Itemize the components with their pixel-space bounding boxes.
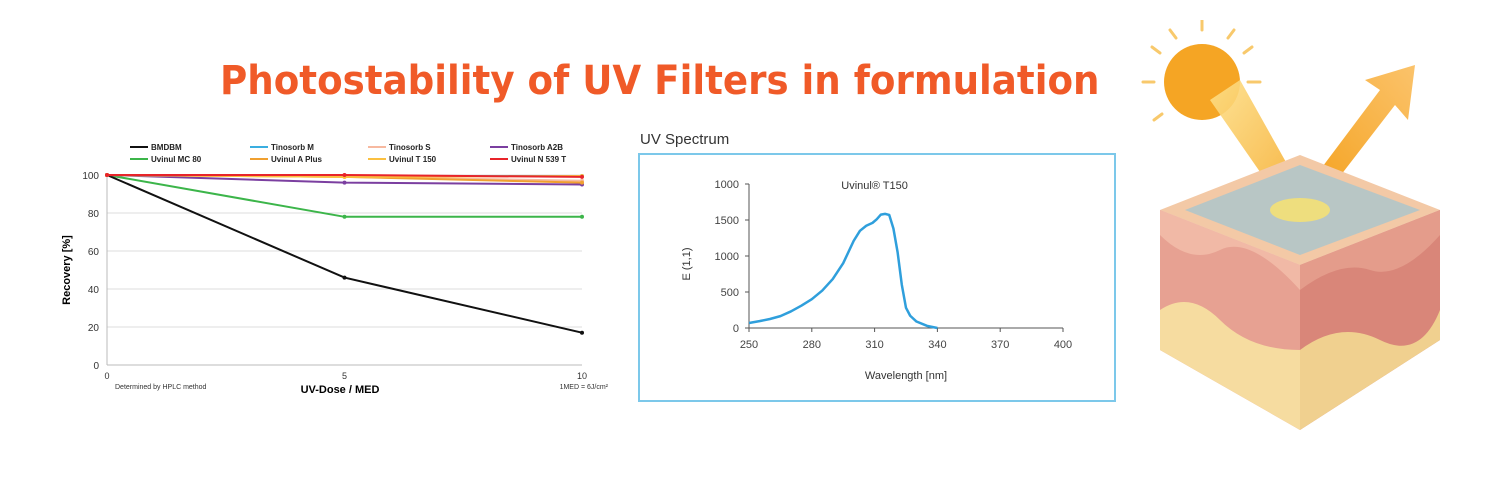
x-tick-label: 5	[342, 371, 347, 381]
data-point	[342, 275, 347, 280]
y-tick-label: 60	[88, 247, 100, 258]
data-point	[580, 180, 584, 185]
legend-label: BMDBM	[151, 143, 182, 152]
data-point	[105, 173, 109, 177]
data-point	[580, 214, 584, 219]
data-point	[342, 173, 347, 177]
y-tick-label: 0	[733, 323, 739, 335]
page-title: Photostability of UV Filters in formulat…	[220, 58, 1100, 104]
data-point	[580, 330, 584, 335]
skin-uv-illustration	[1141, 20, 1440, 430]
x-tick-label: 10	[577, 371, 587, 381]
chart-title: Uvinul® T150	[841, 180, 908, 192]
x-axis-label: Wavelength [nm]	[865, 370, 947, 382]
method-note: Determined by HPLC method	[115, 384, 207, 391]
y-tick-label: 100	[82, 171, 99, 182]
y-tick-label: 80	[88, 209, 100, 220]
med-note: 1MED = 6J/cm²	[560, 384, 609, 391]
y-axis-label: Recovery [%]	[61, 235, 73, 305]
y-tick-label: 0	[93, 361, 99, 372]
x-tick-label: 0	[104, 371, 109, 381]
y-tick-label: 500	[721, 287, 739, 299]
legend-label: Uvinul N 539 T	[511, 155, 566, 164]
legend-label: Tinosorb S	[389, 143, 431, 152]
x-tick-label: 370	[991, 339, 1009, 351]
spectrum-panel-title: UV Spectrum	[640, 131, 730, 148]
y-tick-label: 40	[88, 285, 100, 296]
data-point	[342, 180, 347, 185]
legend-label: Uvinul T 150	[389, 155, 437, 164]
x-tick-label: 310	[865, 339, 883, 351]
y-tick-label: 1500	[715, 215, 739, 227]
y-axis-label: E (1,1)	[681, 247, 693, 280]
y-tick-label: 20	[88, 323, 100, 334]
data-point	[342, 214, 347, 219]
data-point	[580, 174, 584, 179]
x-axis-label: UV-Dose / MED	[301, 384, 380, 396]
y-tick-label: 1000	[715, 251, 739, 263]
x-tick-label: 280	[803, 339, 821, 351]
series-line	[106, 174, 583, 334]
legend-label: Uvinul A Plus	[271, 155, 323, 164]
spectrum-panel	[638, 153, 1116, 402]
legend-label: Uvinul MC 80	[151, 155, 202, 164]
legend-label: Tinosorb M	[271, 143, 314, 152]
recovery-chart: 0 20 40 60 80 100 0 5 10 UV-Dose / MED Recovery [%…	[61, 143, 609, 396]
legend-label: Tinosorb A2B	[511, 143, 563, 152]
x-tick-label: 340	[928, 339, 946, 351]
x-tick-label: 250	[740, 339, 758, 351]
spectrum-chart: 0 500 1000 1500 1000 250 280 310 340 370 400 Wavele…	[681, 179, 1072, 382]
spectrum-line	[748, 212, 938, 330]
y-tick-label: 1000	[715, 179, 739, 191]
x-tick-label: 400	[1054, 339, 1072, 351]
